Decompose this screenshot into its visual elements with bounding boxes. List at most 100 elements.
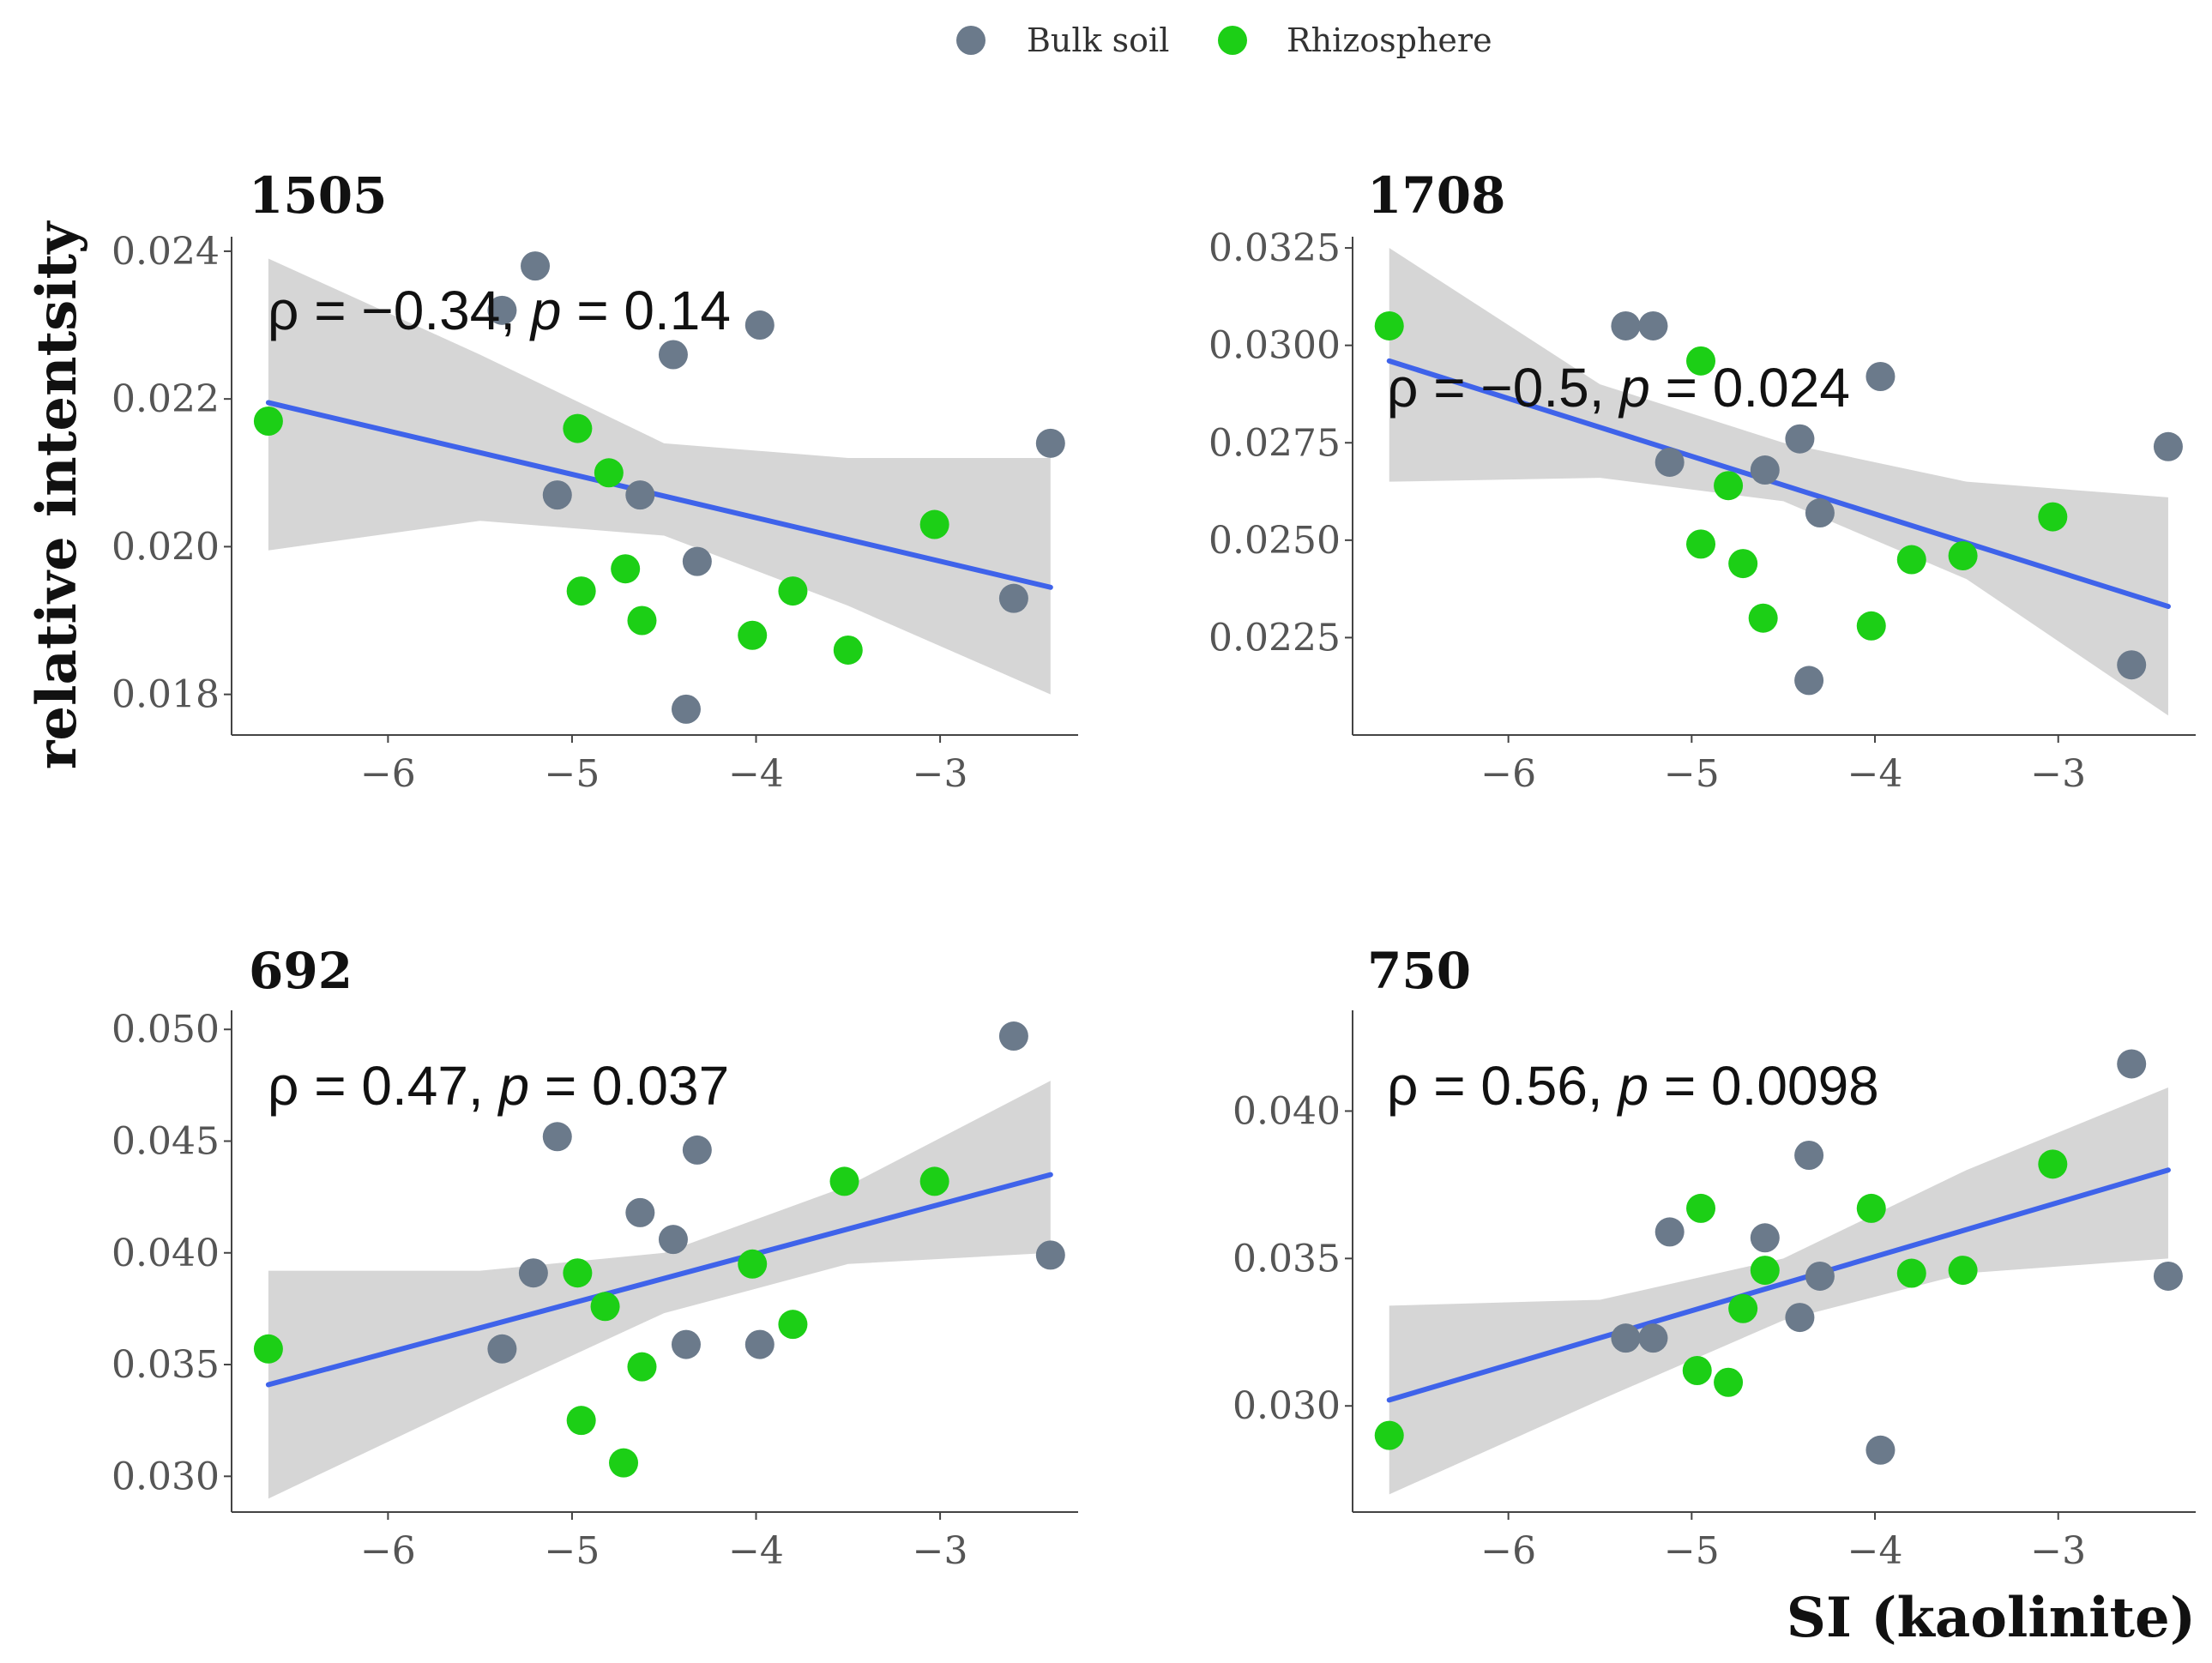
x-tick-label: −6 <box>360 752 416 796</box>
point-bulk-soil <box>1865 1435 1896 1465</box>
point-rhizosphere <box>833 635 863 665</box>
x-tick-label: −4 <box>1847 1529 1903 1573</box>
y-tick-label: 0.035 <box>112 1343 220 1387</box>
point-bulk-soil <box>1794 666 1824 696</box>
confidence-band <box>268 1081 1051 1499</box>
legend-label-bulk-soil: Bulk soil <box>1027 21 1169 59</box>
point-bulk-soil <box>1035 428 1065 458</box>
confidence-band <box>268 258 1051 695</box>
x-tick-label: −3 <box>2030 752 2086 796</box>
point-rhizosphere <box>1856 1193 1886 1223</box>
x-tick-label: −3 <box>913 752 968 796</box>
x-tick-label: −6 <box>1480 752 1536 796</box>
point-bulk-soil <box>521 251 551 281</box>
point-bulk-soil <box>2153 1261 2183 1291</box>
y-tick-label: 0.020 <box>112 525 220 569</box>
panel-1708: 0.0225 0.0250 0.0275 0.0300 0.0325 −6 −5 −4 −3 <box>1208 226 2196 796</box>
x-tick-label: −4 <box>728 752 784 796</box>
y-tick-label: 0.040 <box>112 1232 220 1275</box>
point-rhizosphere <box>627 1352 657 1382</box>
point-rhizosphere <box>590 1292 620 1322</box>
y-tick-label: 0.0225 <box>1208 616 1341 660</box>
point-rhizosphere <box>738 1249 768 1279</box>
x-tick-label: −6 <box>1480 1529 1536 1573</box>
point-rhizosphere <box>611 554 641 584</box>
panel-title-692: 692 <box>249 942 353 1000</box>
point-bulk-soil <box>1638 310 1668 340</box>
point-bulk-soil <box>658 1225 688 1255</box>
point-rhizosphere <box>778 576 808 606</box>
x-tick-label: −5 <box>1664 752 1720 796</box>
point-bulk-soil <box>1638 1323 1668 1353</box>
annotation-1505: ρ = −0.34, p = 0.14 <box>268 280 731 341</box>
y-tick-label: 0.030 <box>1233 1384 1341 1428</box>
point-bulk-soil <box>1805 498 1835 528</box>
confidence-band <box>1389 1087 2168 1495</box>
point-rhizosphere <box>627 606 657 636</box>
point-rhizosphere <box>594 458 624 488</box>
point-rhizosphere <box>1686 346 1716 376</box>
point-rhizosphere <box>1896 545 1926 575</box>
x-tick-label: −3 <box>913 1529 968 1573</box>
point-rhizosphere <box>1682 1355 1712 1385</box>
point-rhizosphere <box>1714 1367 1744 1397</box>
y-tick-label: 0.022 <box>112 377 220 421</box>
y-tick-label: 0.0250 <box>1208 519 1341 563</box>
point-bulk-soil <box>2117 650 2147 680</box>
y-tick-label: 0.0325 <box>1208 226 1341 270</box>
point-bulk-soil <box>1611 310 1641 340</box>
panel-692: 0.030 0.035 0.040 0.045 0.050 −6 −5 −4 −3 <box>112 1008 1078 1573</box>
point-rhizosphere <box>829 1166 859 1196</box>
regression-line <box>265 1172 1053 1388</box>
point-bulk-soil <box>542 480 572 510</box>
y-tick-label: 0.035 <box>1233 1237 1341 1280</box>
point-bulk-soil <box>1865 362 1896 392</box>
point-rhizosphere <box>566 1406 596 1436</box>
point-rhizosphere <box>1714 471 1744 501</box>
point-rhizosphere <box>2038 502 2068 532</box>
x-tick-label: −4 <box>1847 752 1903 796</box>
y-tick-label: 0.030 <box>112 1455 220 1498</box>
regression-line <box>265 400 1053 590</box>
point-bulk-soil <box>1035 1240 1065 1270</box>
panel-title-1708: 1708 <box>1367 166 1505 225</box>
point-bulk-soil <box>682 1135 712 1165</box>
point-bulk-soil <box>682 546 712 576</box>
point-bulk-soil <box>625 1197 655 1227</box>
point-rhizosphere <box>778 1310 808 1340</box>
point-bulk-soil <box>658 340 688 370</box>
point-rhizosphere <box>738 620 768 650</box>
point-rhizosphere <box>1374 1420 1404 1450</box>
point-rhizosphere <box>1728 1293 1758 1323</box>
y-tick-label: 0.024 <box>112 230 220 274</box>
annotation-1708: ρ = −0.5, p = 0.024 <box>1387 357 1850 419</box>
y-tick-label: 0.050 <box>112 1008 220 1051</box>
point-rhizosphere <box>1686 529 1716 559</box>
y-tick-label: 0.018 <box>112 673 220 717</box>
point-rhizosphere <box>1856 611 1886 641</box>
y-axis-label: relative intentsity <box>25 220 89 769</box>
point-bulk-soil <box>1805 1261 1835 1291</box>
x-tick-label: −5 <box>545 1529 600 1573</box>
y-tick-label: 0.040 <box>1233 1089 1341 1133</box>
point-rhizosphere <box>1374 310 1404 340</box>
point-bulk-soil <box>671 694 701 724</box>
y-tick-label: 0.045 <box>112 1120 220 1164</box>
panel-1505: 0.018 0.020 0.022 0.024 −6 −5 −4 −3 <box>112 230 1078 796</box>
point-bulk-soil <box>1750 1223 1780 1253</box>
point-bulk-soil <box>671 1329 701 1359</box>
point-bulk-soil <box>1654 447 1685 477</box>
point-bulk-soil <box>998 1021 1028 1051</box>
y-tick-label: 0.0275 <box>1208 421 1341 465</box>
legend: Bulk soil Rhizosphere <box>956 21 1492 59</box>
point-bulk-soil <box>998 583 1028 613</box>
point-bulk-soil <box>1794 1141 1824 1171</box>
point-bulk-soil <box>487 295 517 325</box>
point-rhizosphere <box>1728 549 1758 579</box>
panel-750: 0.030 0.035 0.040 −6 −5 −4 −3 <box>1233 1010 2196 1573</box>
y-tick-label: 0.0300 <box>1208 324 1341 368</box>
point-rhizosphere <box>563 1258 593 1288</box>
x-axis-label: SI (kaolinite) <box>1787 1586 2196 1650</box>
x-tick-label: −5 <box>1664 1529 1720 1573</box>
